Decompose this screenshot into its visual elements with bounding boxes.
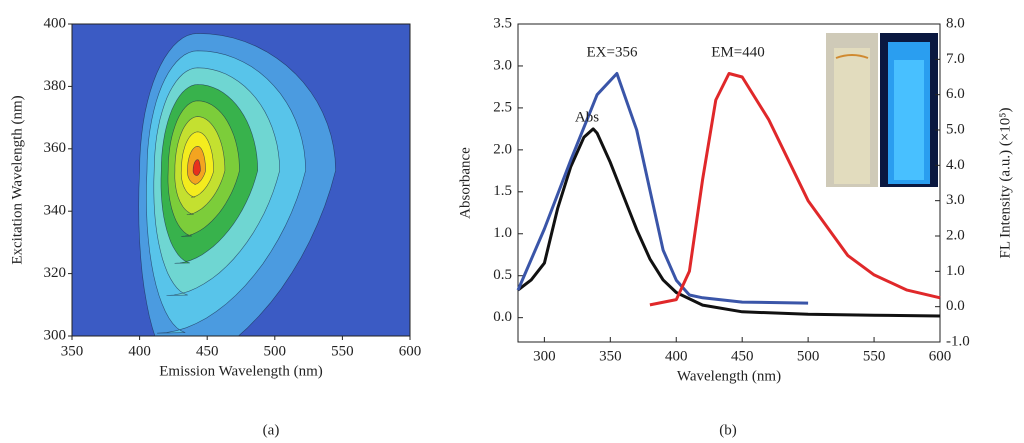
y-tick-label: 1.0: [493, 225, 512, 241]
inset-photo: [826, 33, 938, 187]
x-tick-label: 400: [665, 348, 688, 364]
y-tick-label: 400: [44, 15, 67, 31]
y2-tick-label: -1.0: [946, 333, 970, 349]
plot-frame: [71, 23, 411, 337]
contour-level: [192, 159, 201, 176]
y2-tick-label: 4.0: [946, 157, 965, 173]
annotation: EM=440: [711, 44, 764, 60]
x-tick-label: 550: [863, 348, 886, 364]
y2-tick-label: 1.0: [946, 263, 965, 279]
y2-tick-label: 2.0: [946, 227, 965, 243]
y-tick-label: 0.5: [493, 267, 512, 283]
x-tick-label: 600: [399, 343, 422, 359]
y-tick-label: 3.0: [493, 57, 512, 73]
y2-axis-label: FL Intensity (a.u.) (×10⁵): [997, 107, 1013, 258]
y2-tick-label: 5.0: [946, 121, 965, 137]
caption: (b): [719, 422, 737, 438]
y-tick-label: 2.0: [493, 141, 512, 157]
y-tick-label: 320: [44, 265, 67, 281]
caption: (a): [263, 422, 280, 438]
x-tick-label: 600: [929, 348, 952, 364]
y-axis-label: Excitation Wavelength (nm): [9, 95, 25, 264]
annotation: Abs: [575, 109, 599, 125]
x-tick-label: 350: [599, 348, 622, 364]
y-tick-label: 3.5: [493, 15, 512, 31]
y-tick-label: 360: [44, 140, 67, 156]
y2-tick-label: 8.0: [946, 15, 965, 31]
contour-area: [72, 24, 410, 336]
x-tick-label: 500: [264, 343, 287, 359]
x-tick-label: 350: [61, 343, 84, 359]
y-axis-label: Absorbance: [457, 147, 473, 219]
y-tick-label: 1.5: [493, 183, 512, 199]
x-tick-label: 300: [533, 348, 556, 364]
annotation: EX=356: [587, 44, 638, 60]
x-tick-label: 400: [128, 343, 151, 359]
y2-tick-label: 0.0: [946, 298, 965, 314]
series-line: [649, 72, 941, 307]
x-tick-label: 450: [731, 348, 754, 364]
y-tick-label: 300: [44, 327, 67, 343]
y-tick-label: 0.0: [493, 309, 512, 325]
x-tick-label: 450: [196, 343, 219, 359]
y-tick-label: 380: [44, 78, 67, 94]
series-line: [517, 127, 941, 318]
x-axis-label: Emission Wavelength (nm): [159, 363, 323, 379]
x-tick-label: 500: [797, 348, 820, 364]
y2-tick-label: 6.0: [946, 86, 965, 102]
y2-tick-label: 3.0: [946, 192, 965, 208]
plot-frame: [517, 23, 941, 343]
series-line: [516, 72, 809, 305]
y2-tick-label: 7.0: [946, 51, 965, 67]
x-axis-label: Wavelength (nm): [677, 368, 781, 384]
y-tick-label: 340: [44, 203, 67, 219]
y-tick-label: 2.5: [493, 99, 512, 115]
x-tick-label: 550: [331, 343, 354, 359]
